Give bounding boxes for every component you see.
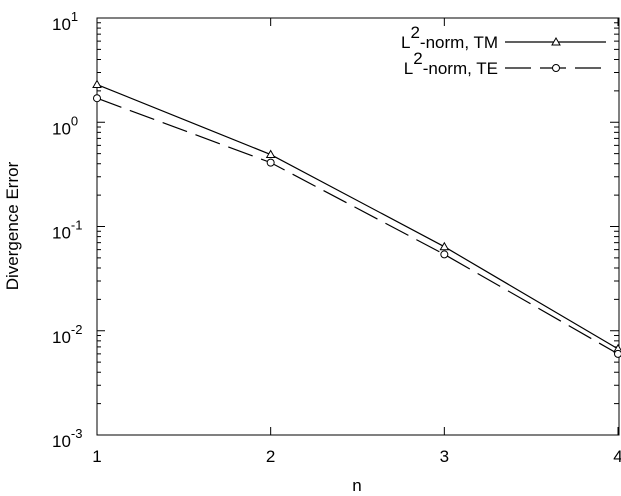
- y-tick-exponent: 0: [71, 113, 78, 128]
- marker: [265, 149, 276, 159]
- marker: [93, 94, 101, 103]
- y-axis-label: Divergence Error: [3, 161, 22, 290]
- y-tick-base: 10: [52, 432, 71, 451]
- y-tick-label: 10-2: [52, 322, 82, 347]
- y-tick-exponent: -1: [71, 218, 83, 233]
- x-tick-label: 3: [440, 447, 449, 466]
- legend-label-part: -norm, TE: [423, 59, 498, 78]
- series-line: [96, 83, 619, 350]
- marker: [266, 158, 275, 167]
- x-tick-label: 2: [266, 447, 275, 466]
- y-tick-exponent: 1: [71, 9, 78, 24]
- y-tick-label: 100: [52, 113, 78, 138]
- y-tick-exponent: -3: [71, 426, 83, 441]
- legend-label-part: -norm, TM: [420, 33, 498, 52]
- marker: [614, 349, 621, 358]
- series-line: [96, 97, 619, 355]
- legend-label: L2-norm, TE: [404, 49, 498, 78]
- legend-label-part: 2: [413, 49, 422, 68]
- marker: [552, 64, 560, 72]
- x-axis-label: n: [352, 476, 361, 495]
- y-tick-base: 10: [52, 15, 71, 34]
- marker: [551, 36, 561, 46]
- y-tick-base: 10: [52, 224, 71, 243]
- y-tick-exponent: -2: [71, 322, 83, 337]
- legend-label-part: L: [401, 33, 410, 52]
- y-tick-base: 10: [52, 119, 71, 138]
- legend-label-part: L: [404, 59, 413, 78]
- marker: [439, 241, 450, 251]
- plot-frame: [96, 17, 620, 436]
- y-tick-label: 101: [52, 9, 78, 34]
- x-tick-label: 1: [92, 447, 101, 466]
- marker: [92, 79, 102, 89]
- x-tick-label: 4: [613, 447, 621, 466]
- y-tick-label: 10-1: [52, 218, 82, 243]
- legend-label: L2-norm, TM: [401, 23, 498, 52]
- y-tick-base: 10: [52, 328, 71, 347]
- legend-label-part: 2: [410, 23, 419, 42]
- y-tick-label: 10-3: [52, 426, 82, 451]
- marker: [440, 250, 449, 259]
